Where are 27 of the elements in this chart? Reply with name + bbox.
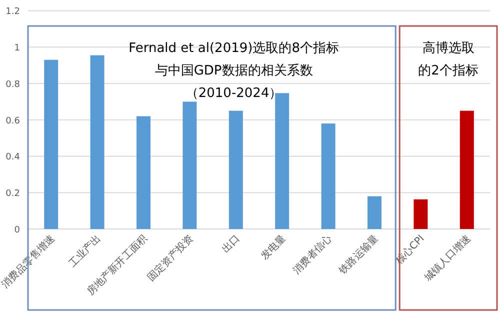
y-tick-label: 0.8	[6, 80, 20, 90]
x-tick-label: 发电量	[258, 232, 288, 262]
bar	[368, 196, 382, 229]
annotation: （2010-2024）	[185, 86, 282, 101]
y-tick-label: 0.4	[6, 152, 20, 163]
annotation: 高博选取	[422, 40, 474, 56]
x-tick-label: 出口	[219, 232, 242, 256]
bar	[414, 199, 428, 229]
y-tick-label: 1	[14, 44, 20, 54]
bar	[182, 102, 197, 229]
bar	[321, 123, 336, 229]
bar	[44, 60, 58, 229]
bar	[90, 55, 104, 229]
annotation: 与中国GDP数据的相关系数	[154, 64, 313, 78]
y-tick-label: 0.6	[6, 116, 20, 126]
bar	[136, 116, 150, 229]
x-tick-label: 铁路运输量	[336, 232, 381, 278]
y-tick-label: 1.2	[6, 7, 20, 18]
bar	[275, 93, 290, 229]
x-tick-label: 工业产出	[66, 232, 104, 270]
annotation: Fernald et al(2019)选取的8个指标	[128, 41, 339, 56]
y-tick-label: 0	[14, 226, 20, 236]
bar	[460, 110, 474, 229]
y-tick-label: 0.2	[6, 189, 20, 200]
annotation: 的2个指标	[418, 64, 478, 78]
x-tick-label: 消费者信心	[290, 232, 334, 276]
bar	[228, 110, 243, 229]
